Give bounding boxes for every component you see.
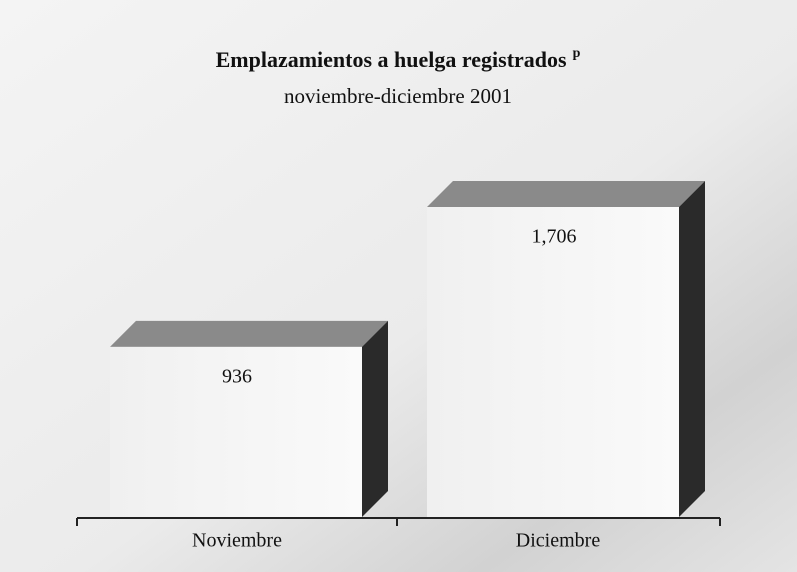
title-text: Emplazamientos a huelga registrados bbox=[216, 47, 567, 72]
bar-side bbox=[679, 181, 705, 517]
value-label: 936 bbox=[222, 366, 252, 388]
x-tick-label: Diciembre bbox=[516, 530, 601, 552]
chart-title: Emplazamientos a huelga registrados p bbox=[216, 46, 581, 72]
value-label: 1,706 bbox=[532, 226, 577, 248]
x-tick-label: Noviembre bbox=[192, 530, 282, 552]
bar-top bbox=[110, 320, 388, 347]
chart-subtitle: noviembre-diciembre 2001 bbox=[284, 84, 512, 108]
bar-top bbox=[427, 181, 705, 207]
bar bbox=[110, 346, 362, 517]
bar bbox=[427, 207, 679, 517]
title-note: p bbox=[573, 46, 581, 61]
bar-side bbox=[362, 320, 388, 517]
